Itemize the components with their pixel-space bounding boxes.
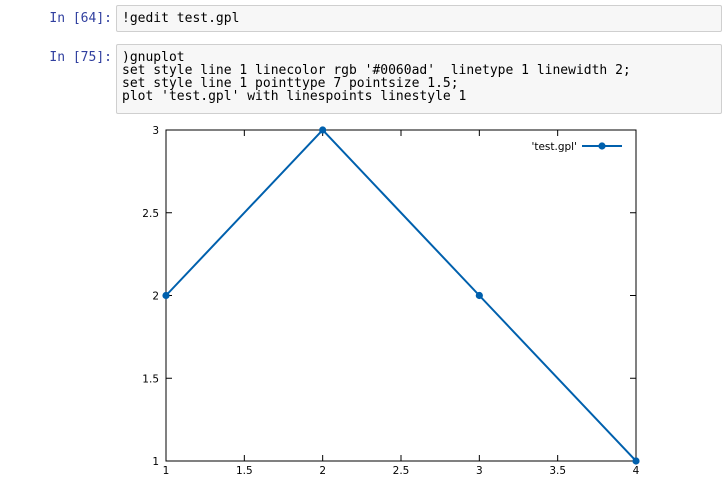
notebook-cell-2: In [75]: )gnuplot set style line 1 lineco… — [0, 44, 722, 114]
x-tick-label: 1 — [163, 465, 170, 477]
x-tick-label: 1.5 — [236, 465, 253, 477]
y-tick-label: 1.5 — [142, 373, 159, 385]
code-line: !gedit test.gpl — [122, 11, 240, 26]
x-tick-label: 4 — [633, 465, 640, 477]
code-input[interactable]: )gnuplot set style line 1 linecolor rgb '… — [116, 44, 722, 114]
code-input[interactable]: !gedit test.gpl — [116, 5, 722, 32]
plot-legend: 'test.gpl' — [531, 141, 622, 153]
y-tick-label: 2.5 — [142, 208, 159, 220]
code-line: )gnuplot — [122, 50, 185, 65]
series-line — [165, 128, 637, 462]
data-point — [319, 126, 327, 134]
legend-label: 'test.gpl' — [531, 141, 577, 153]
code-text: !gedit test.gpl — [117, 6, 721, 29]
input-prompt: In [64]: — [49, 11, 112, 26]
code-text: )gnuplot set style line 1 linecolor rgb '… — [117, 45, 721, 107]
x-tick-label: 2 — [319, 465, 326, 477]
code-line: plot 'test.gpl' with linespoints linesty… — [122, 89, 467, 104]
x-tick-label: 2.5 — [393, 465, 410, 477]
data-point — [632, 457, 640, 465]
y-tick-label: 1 — [152, 456, 159, 468]
plot-border — [165, 129, 637, 462]
x-tick-label: 3 — [476, 465, 483, 477]
data-point — [475, 291, 483, 300]
legend-marker — [598, 142, 606, 150]
plot-series — [162, 126, 640, 465]
code-line: set style line 1 pointtype 7 pointsize 1… — [122, 76, 459, 91]
data-point — [162, 291, 170, 300]
x-tick-label: 3.5 — [549, 465, 566, 477]
plot-axes: 1 1.5 2 2.5 3 3.5 4 1 1.5 2 2.5 3 — [142, 125, 639, 477]
y-tick-label: 2 — [152, 291, 159, 303]
gnuplot-output-chart: 1 1.5 2 2.5 3 3.5 4 1 1.5 2 2.5 3 'test.gpl' — [142, 125, 640, 477]
y-tick-label: 3 — [152, 125, 159, 137]
notebook-cell-1: In [64]: !gedit test.gpl — [0, 5, 722, 32]
input-prompt: In [75]: — [49, 50, 112, 65]
code-line: set style line 1 linecolor rgb '#0060ad'… — [122, 63, 631, 78]
